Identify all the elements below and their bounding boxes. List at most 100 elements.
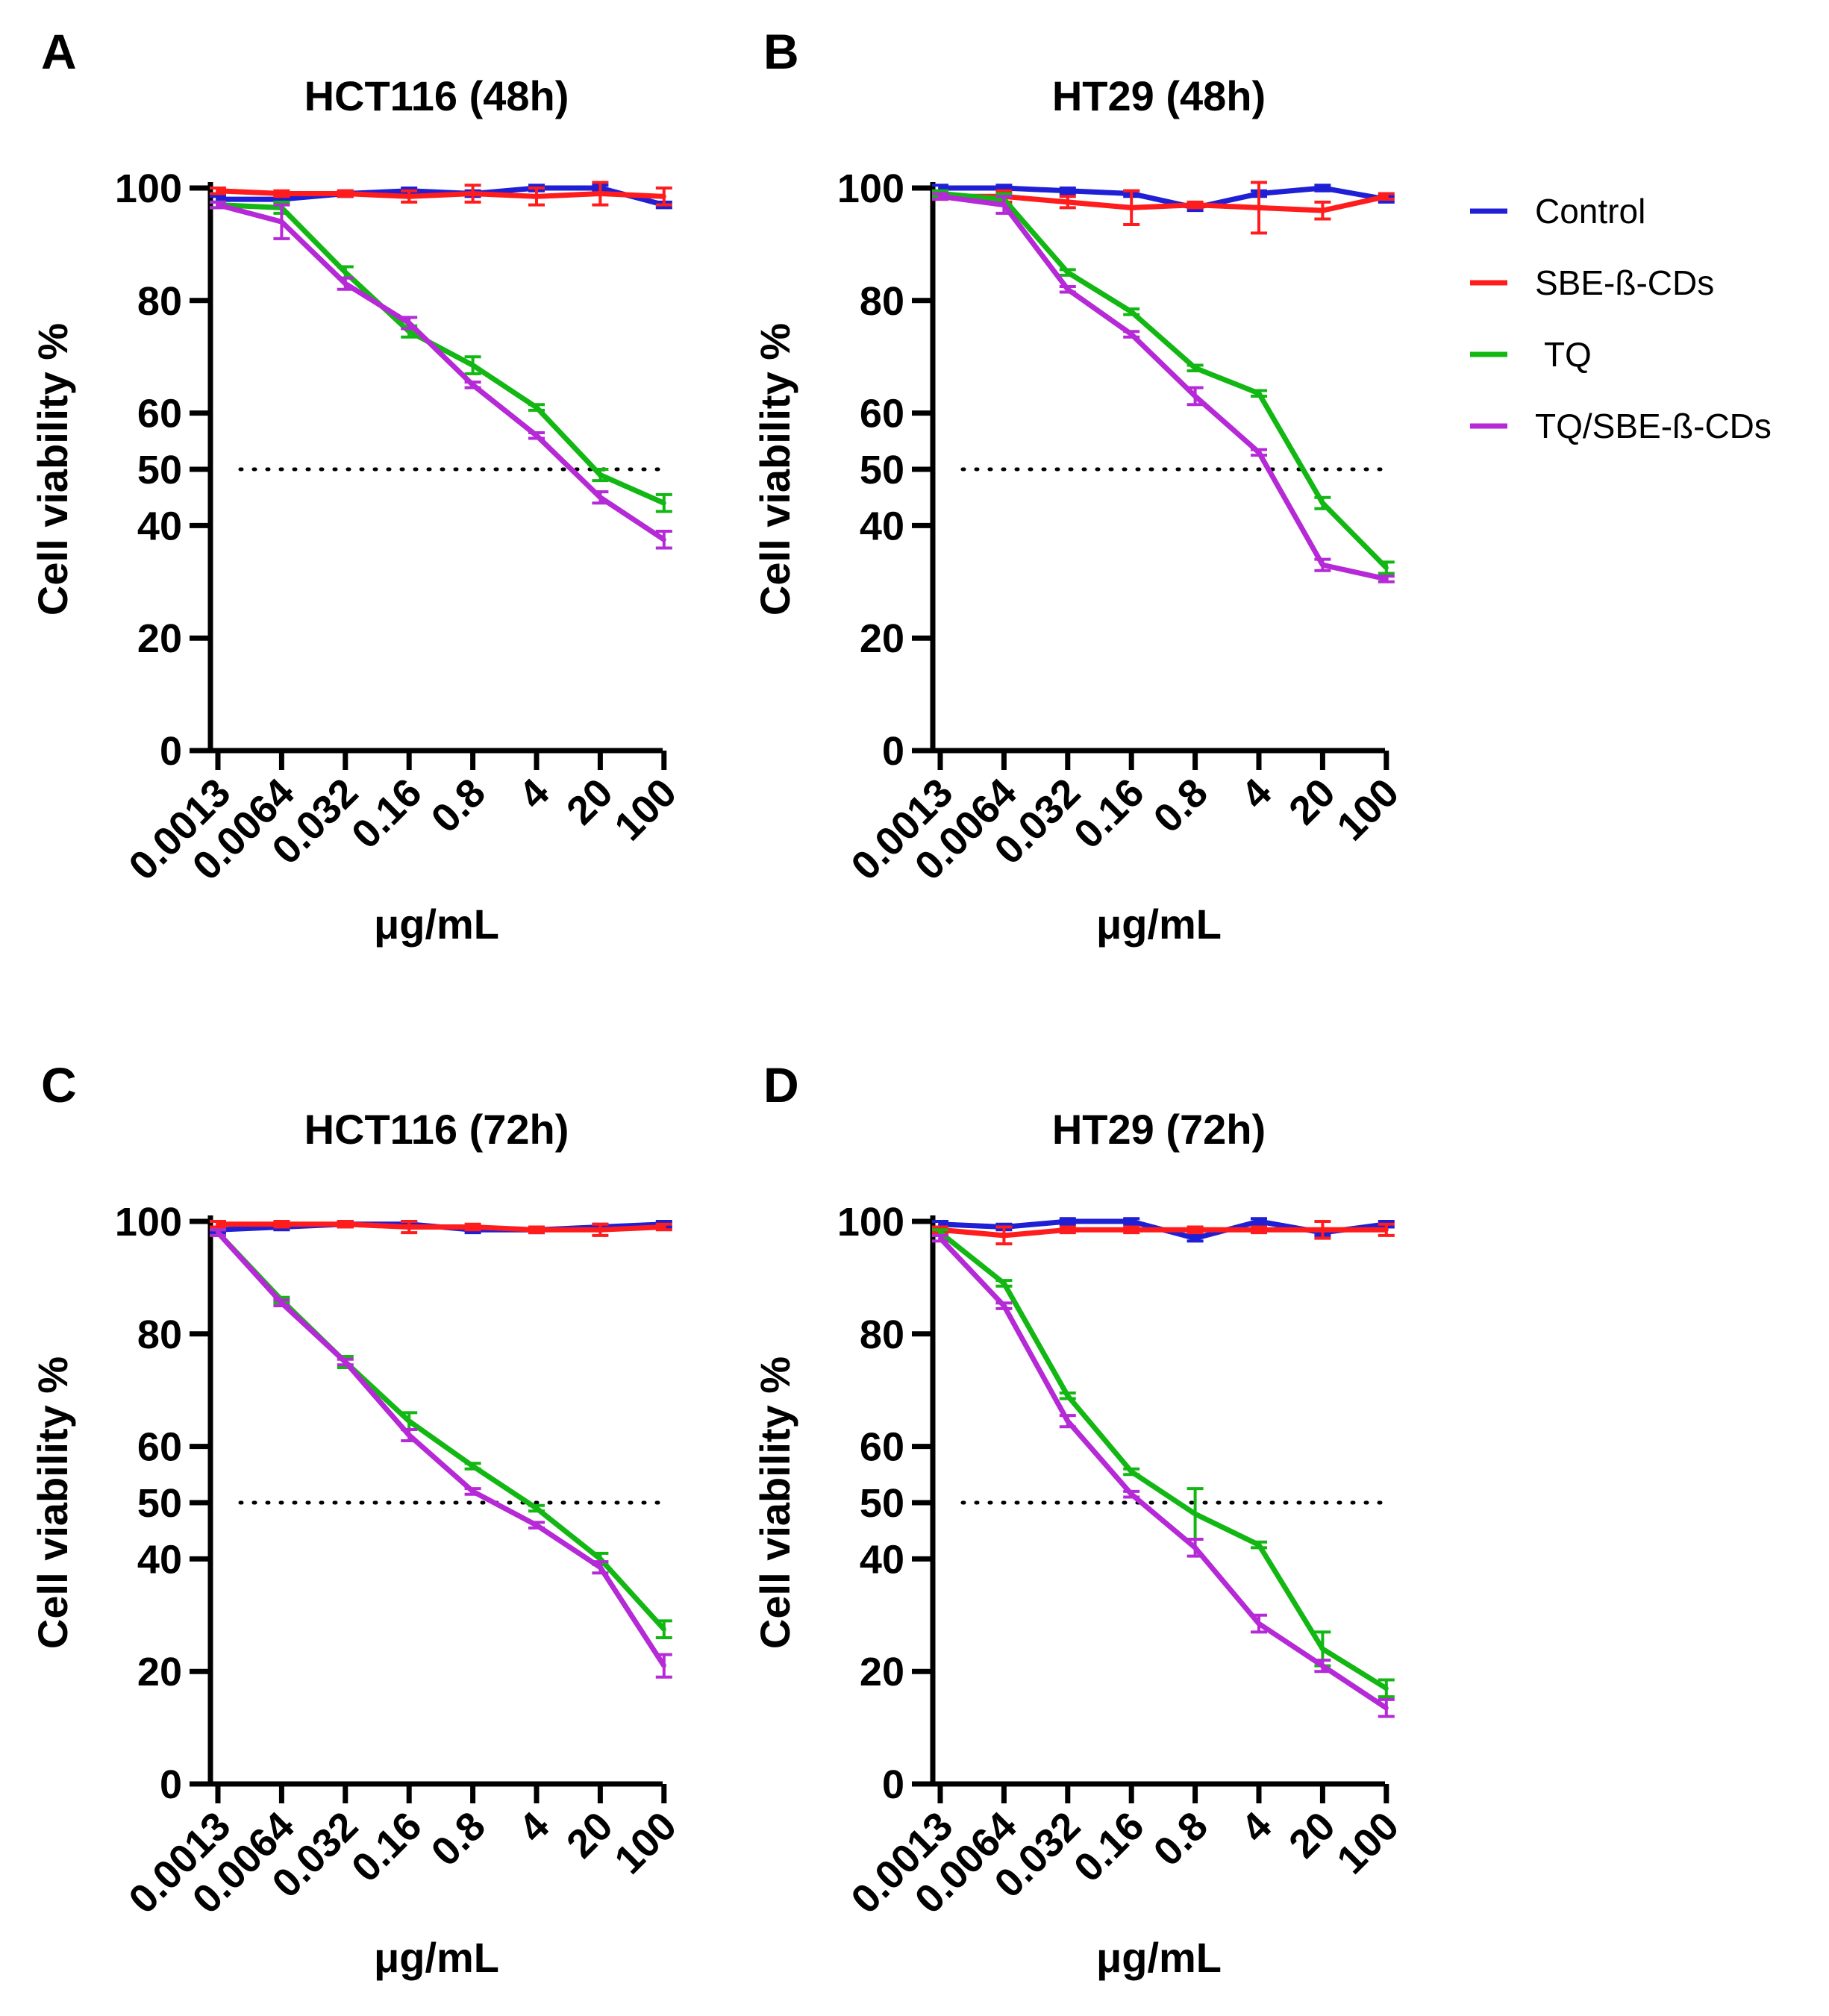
data-point [1257, 1621, 1261, 1627]
series-tq [932, 189, 1395, 575]
data-point [661, 1224, 666, 1230]
data-point [1320, 501, 1325, 506]
y-tick-label: 20 [860, 616, 904, 661]
y-tick-label: 0 [160, 729, 182, 774]
data-point [343, 1359, 348, 1365]
data-point [216, 197, 220, 202]
data-point [938, 194, 942, 199]
legend-label: Control [1535, 192, 1645, 231]
data-point [1257, 391, 1261, 396]
data-point [470, 1463, 475, 1468]
data-point [598, 495, 603, 500]
panel-letter: C [41, 1057, 77, 1112]
data-point [1001, 1303, 1007, 1309]
data-point [1001, 202, 1007, 207]
series-line-sbe-cds [940, 193, 1387, 213]
y-tick-label: 40 [137, 1537, 182, 1582]
x-tick-label: 100 [606, 1803, 685, 1882]
data-point [1384, 565, 1389, 570]
legend-label: SBE-ß-CDs [1535, 263, 1714, 302]
data-point [1257, 205, 1261, 210]
x-axis-label: μg/mL [1096, 901, 1222, 948]
data-point [1320, 208, 1325, 213]
data-point [407, 329, 412, 334]
data-point [216, 188, 220, 193]
series-sbe-cds [210, 1220, 672, 1237]
data-point [598, 1565, 603, 1570]
y-tick-label: 80 [137, 279, 182, 324]
data-point [1384, 1227, 1389, 1233]
data-point [470, 1224, 475, 1230]
panel-a: A HCT116 (48h) Cell viability % 0 20 40 50 60 80… [29, 24, 685, 948]
data-point [661, 1663, 666, 1668]
x-tick-label: 0.16 [1066, 1803, 1153, 1891]
data-point [407, 1418, 412, 1424]
data-point [216, 1221, 220, 1227]
x-axis-label: μg/mL [1096, 1934, 1222, 1981]
data-point [1065, 199, 1070, 204]
data-point [938, 1236, 942, 1241]
data-point [1192, 366, 1198, 371]
data-point [1384, 1706, 1389, 1711]
data-point [1384, 1685, 1389, 1691]
x-tick-label: 100 [1328, 770, 1407, 849]
data-point [279, 1221, 284, 1227]
data-point [216, 1230, 220, 1236]
legend: Control SBE-ß-CDs TQ TQ/SBE-ß-CDs [1470, 192, 1772, 445]
data-point [279, 1300, 284, 1306]
data-point [1384, 194, 1389, 199]
data-point [1001, 186, 1007, 190]
data-point [598, 472, 603, 478]
series-tq-sbe-cds [932, 1233, 1395, 1718]
data-point [1257, 1227, 1261, 1233]
y-tick-label: 40 [860, 504, 904, 548]
data-point [1001, 1233, 1007, 1238]
data-point [1065, 1418, 1070, 1424]
legend-item-sbe-cds: SBE-ß-CDs [1470, 263, 1714, 302]
data-point [470, 382, 475, 387]
series-line-sbe-cds [217, 188, 664, 199]
y-tick-label: 100 [837, 166, 904, 211]
y-tick-label: 20 [860, 1650, 904, 1694]
data-point [938, 1221, 942, 1227]
y-tick-label: 60 [137, 1425, 182, 1470]
panel-letter: D [763, 1057, 799, 1112]
y-tick-label: 80 [137, 1312, 182, 1357]
panel-letter: A [41, 24, 77, 79]
x-tick-label: 4 [510, 1803, 558, 1851]
data-point [1001, 1280, 1007, 1286]
y-tick-label: 50 [860, 1481, 904, 1526]
x-tick-label: 100 [1328, 1803, 1407, 1882]
x-tick-label: 0.8 [1145, 1803, 1217, 1875]
y-tick-label: 0 [882, 1762, 904, 1807]
data-point [1129, 332, 1134, 337]
data-point [407, 194, 412, 199]
y-tick-label: 20 [137, 1650, 182, 1694]
x-tick-label: 4 [510, 770, 558, 818]
series-line-tq [217, 202, 666, 506]
data-point [470, 191, 475, 196]
x-axis-label: μg/mL [374, 901, 499, 948]
data-point [1320, 1663, 1325, 1668]
data-point [938, 1230, 942, 1236]
y-tick-label: 100 [115, 1200, 182, 1245]
panel-d: D HT29 (72h) Cell viability % 0 20 40 50 60 80 10… [751, 1057, 1407, 1981]
data-point [1129, 1491, 1134, 1497]
series-line-tq [216, 1230, 666, 1632]
x-tick-label: 4 [1233, 1803, 1281, 1851]
legend-item-tq-sbe-cds: TQ/SBE-ß-CDs [1470, 407, 1772, 445]
x-tick-label: 100 [606, 770, 685, 849]
data-point [661, 501, 666, 506]
x-tick-label: 0.8 [423, 770, 495, 842]
series-line-sbe-cds [218, 1221, 664, 1233]
data-point [216, 202, 220, 207]
data-point [343, 281, 348, 287]
chart-title: HT29 (72h) [1052, 1106, 1266, 1153]
x-axis-label: μg/mL [374, 1934, 499, 1981]
x-tick-label: 0.16 [343, 1803, 431, 1891]
data-point [1129, 205, 1134, 210]
data-point [1065, 287, 1070, 292]
data-point [1257, 450, 1261, 455]
y-tick-label: 50 [137, 1481, 182, 1526]
